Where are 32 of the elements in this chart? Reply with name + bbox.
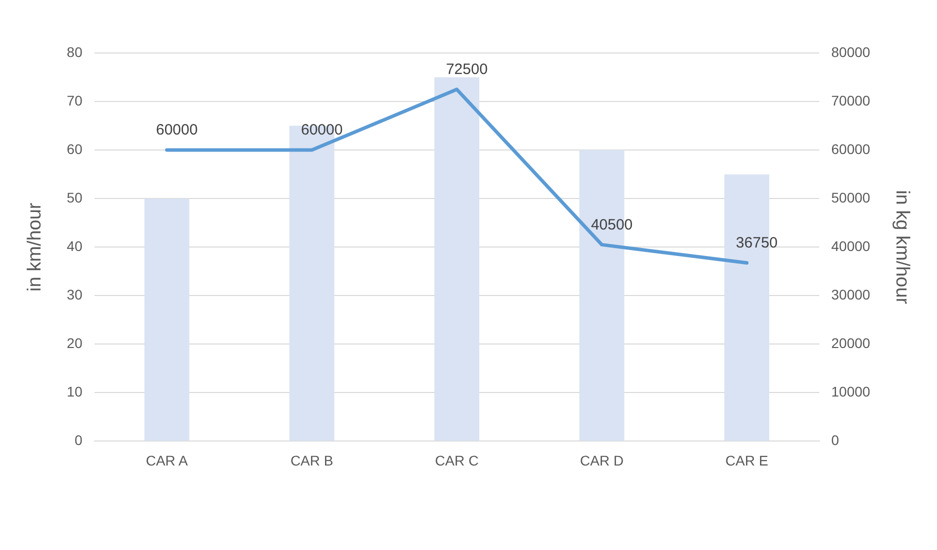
y-tick-label: 60: [66, 140, 83, 157]
y-axis-title: in km/hour: [24, 202, 46, 292]
y-tick-label: 80: [66, 44, 83, 60]
data-label: 60000: [156, 122, 198, 139]
y-tick-label: 20: [66, 335, 83, 352]
y-tick-label: 70: [66, 92, 83, 108]
y2-tick-label: 10000: [831, 384, 870, 400]
y2-tick-label: 50000: [831, 189, 870, 206]
y2-tick-label: 0: [831, 432, 840, 448]
data-label: 60000: [300, 122, 343, 139]
y2-tick-label: 80000: [831, 44, 870, 60]
x-tick-label: CAR D: [580, 452, 624, 468]
y-tick-label: 10: [66, 384, 83, 400]
data-label: 36750: [736, 234, 778, 252]
y2-tick-label: 20000: [831, 335, 870, 352]
y2-axis-title: in kg km/hour: [891, 190, 912, 305]
data-label: 40500: [590, 216, 633, 234]
x-tick-label: CAR E: [725, 452, 768, 468]
bar: [434, 77, 480, 441]
y-tick-label: 30: [66, 286, 83, 302]
x-tick-label: CAR C: [435, 452, 479, 468]
y-tick-label: 50: [66, 189, 83, 206]
y-tick-label: 40: [66, 238, 83, 254]
x-tick-label: CAR A: [146, 452, 189, 468]
y2-tick-label: 40000: [831, 238, 870, 254]
y2-tick-label: 30000: [831, 286, 870, 302]
bar: [144, 198, 190, 441]
y2-tick-label: 70000: [831, 92, 870, 108]
x-tick-label: CAR B: [290, 452, 334, 468]
y2-tick-label: 60000: [831, 140, 870, 157]
data-label: 72500: [446, 61, 488, 78]
y-tick-label: 0: [74, 432, 83, 448]
